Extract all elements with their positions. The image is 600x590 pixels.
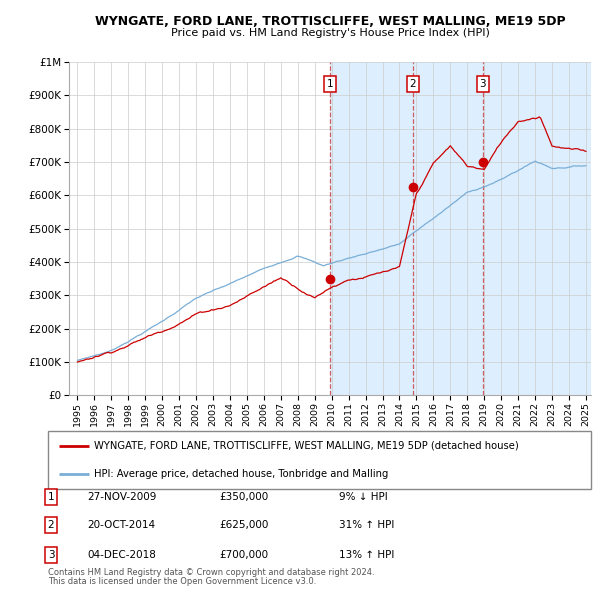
Text: Contains HM Land Registry data © Crown copyright and database right 2024.: Contains HM Land Registry data © Crown c… [48, 568, 374, 577]
Text: 2: 2 [410, 78, 416, 88]
Text: £700,000: £700,000 [219, 550, 268, 559]
Text: 1: 1 [326, 78, 334, 88]
Text: Price paid vs. HM Land Registry's House Price Index (HPI): Price paid vs. HM Land Registry's House … [170, 28, 490, 38]
Text: 20-OCT-2014: 20-OCT-2014 [87, 520, 155, 530]
Text: WYNGATE, FORD LANE, TROTTISCLIFFE, WEST MALLING, ME19 5DP: WYNGATE, FORD LANE, TROTTISCLIFFE, WEST … [95, 15, 565, 28]
FancyBboxPatch shape [48, 431, 591, 489]
Text: 9% ↓ HPI: 9% ↓ HPI [339, 492, 388, 502]
Text: 3: 3 [47, 550, 55, 559]
Text: HPI: Average price, detached house, Tonbridge and Malling: HPI: Average price, detached house, Tonb… [94, 469, 389, 479]
Text: 04-DEC-2018: 04-DEC-2018 [87, 550, 156, 559]
Text: WYNGATE, FORD LANE, TROTTISCLIFFE, WEST MALLING, ME19 5DP (detached house): WYNGATE, FORD LANE, TROTTISCLIFFE, WEST … [94, 441, 519, 451]
Text: This data is licensed under the Open Government Licence v3.0.: This data is licensed under the Open Gov… [48, 578, 316, 586]
Bar [330, 62, 600, 395]
Text: £350,000: £350,000 [219, 492, 268, 502]
Text: £625,000: £625,000 [219, 520, 268, 530]
Text: 31% ↑ HPI: 31% ↑ HPI [339, 520, 394, 530]
Text: 13% ↑ HPI: 13% ↑ HPI [339, 550, 394, 559]
Text: 2: 2 [47, 520, 55, 530]
Text: 1: 1 [47, 492, 55, 502]
Text: 3: 3 [479, 78, 486, 88]
Text: 27-NOV-2009: 27-NOV-2009 [87, 492, 157, 502]
